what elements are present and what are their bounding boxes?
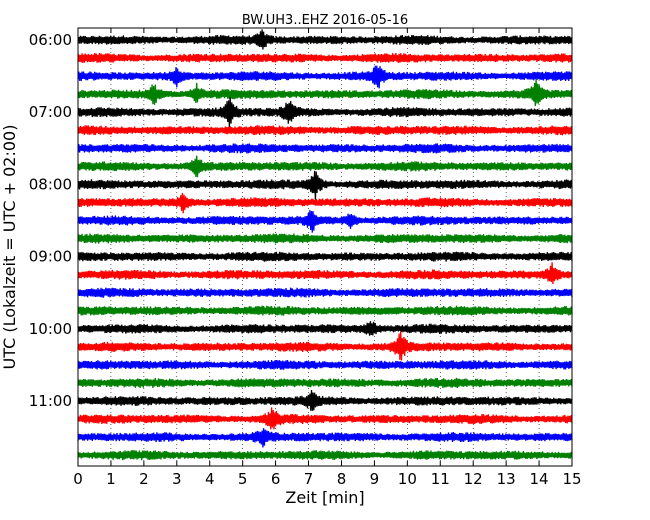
trace-0845 — [77, 233, 573, 244]
y-tick-label: 11:00 — [29, 392, 72, 410]
x-tick-label: 15 — [562, 470, 581, 488]
x-tick-label: 9 — [370, 470, 380, 488]
x-tick-label: 1 — [106, 470, 116, 488]
trace-1015 — [77, 331, 573, 361]
x-axis-label: Zeit [min] — [285, 488, 364, 507]
y-axis-label: UTC (Lokalzeit = UTC + 02:00) — [0, 125, 19, 370]
trace-0800 — [77, 170, 573, 201]
x-tick-label: 6 — [271, 470, 281, 488]
x-tick-label: 13 — [497, 470, 516, 488]
trace-1145 — [77, 450, 573, 461]
trace-0900 — [77, 251, 573, 262]
x-tick-label: 3 — [172, 470, 182, 488]
trace-0630 — [77, 65, 573, 89]
trace-0645 — [77, 78, 573, 107]
trace-1000 — [77, 321, 573, 336]
trace-1100 — [77, 389, 573, 411]
trace-1030 — [77, 360, 573, 370]
trace-0930 — [77, 287, 573, 298]
trace-0745 — [77, 155, 573, 178]
x-tick-label: 5 — [238, 470, 248, 488]
x-tick-label: 12 — [464, 470, 483, 488]
trace-1130 — [77, 428, 573, 448]
trace-0600 — [77, 29, 573, 50]
trace-0700 — [77, 97, 573, 128]
x-tick-label: 14 — [530, 470, 549, 488]
y-tick-label: 07:00 — [29, 103, 72, 121]
trace-0830 — [77, 210, 573, 233]
trace-1115 — [77, 407, 573, 430]
trace-0945 — [77, 305, 573, 316]
y-tick-label: 09:00 — [29, 248, 72, 266]
x-tick-label: 7 — [304, 470, 314, 488]
trace-0730 — [77, 143, 573, 154]
y-tick-label: 08:00 — [29, 175, 72, 193]
x-tick-label: 2 — [139, 470, 149, 488]
trace-0715 — [77, 125, 573, 136]
chart-title: BW.UH3..EHZ 2016-05-16 — [242, 13, 408, 28]
trace-0915 — [77, 262, 573, 285]
y-tick-label: 10:00 — [29, 320, 72, 338]
x-tick-label: 11 — [431, 470, 450, 488]
trace-1045 — [77, 377, 573, 388]
y-tick-label: 06:00 — [29, 31, 72, 49]
x-tick-label: 0 — [73, 470, 83, 488]
x-tick-label: 8 — [337, 470, 347, 488]
x-tick-label: 4 — [205, 470, 215, 488]
trace-0815 — [77, 192, 573, 214]
trace-0615 — [77, 53, 573, 63]
x-tick-label: 10 — [398, 470, 417, 488]
plot-frame — [77, 27, 573, 467]
